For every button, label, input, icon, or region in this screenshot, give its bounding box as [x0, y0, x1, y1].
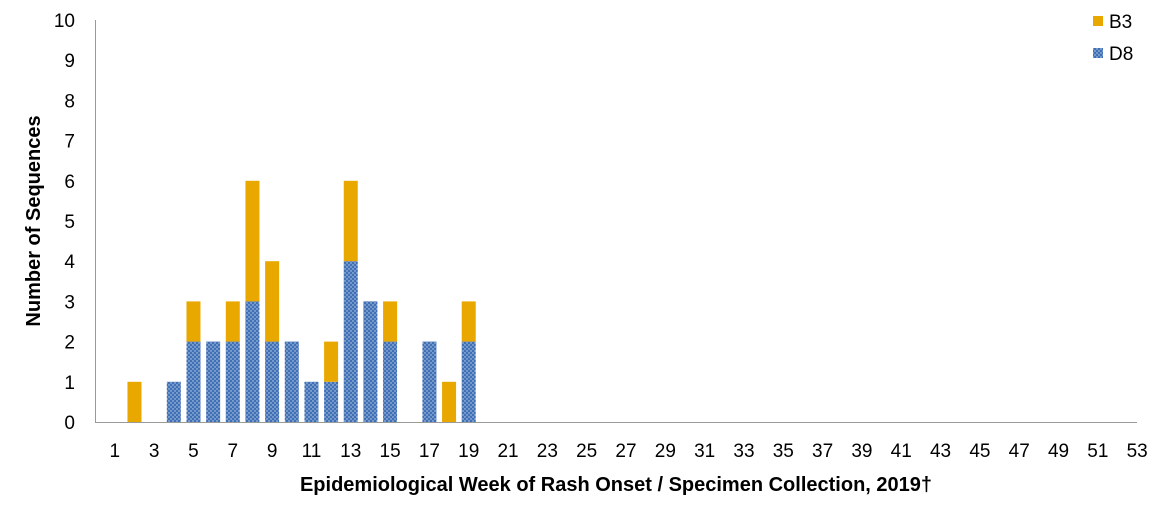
x-tick-label: 21 [497, 441, 518, 462]
y-tick-label: 2 [64, 333, 75, 354]
bar-d8-week-14 [363, 301, 378, 422]
y-tick-label: 6 [64, 172, 75, 193]
bar-d8-week-6 [206, 341, 221, 422]
bar-b3-week-19 [461, 301, 476, 342]
x-tick-label: 17 [419, 441, 440, 462]
bar-b3-week-12 [324, 341, 339, 382]
x-tick-label: 49 [1048, 441, 1069, 462]
x-tick-label: 31 [694, 441, 715, 462]
y-tick-labels: 0 1 2 3 4 5 6 7 8 9 10 [54, 11, 76, 434]
x-tick-labels: 1 3 5 7 9 11 13 15 17 19 21 23 25 27 29 31 33 35 37 39 41 43 4… [110, 441, 1148, 462]
bar-b3-week-9 [265, 261, 280, 342]
bar-b3-week-18 [442, 381, 457, 422]
x-tick-label: 37 [812, 441, 833, 462]
y-tick-label: 8 [64, 91, 75, 112]
x-tick-label: 1 [110, 441, 121, 462]
bars-group [127, 180, 476, 422]
x-axis-title: Epidemiological Week of Rash Onset / Spe… [300, 474, 932, 496]
x-tick-label: 45 [969, 441, 990, 462]
bar-b3-week-15 [383, 301, 398, 342]
bar-b3-week-13 [343, 180, 358, 262]
x-tick-label: 23 [537, 441, 558, 462]
x-tick-label: 5 [188, 441, 199, 462]
x-tick-label: 25 [576, 441, 597, 462]
bar-d8-week-11 [304, 381, 319, 422]
y-tick-label: 0 [64, 413, 75, 434]
bar-d8-week-4 [166, 381, 181, 422]
x-tick-label: 33 [733, 441, 754, 462]
y-tick-label: 10 [54, 11, 75, 32]
legend-swatch-d8 [1093, 48, 1103, 58]
bar-b3-week-2 [127, 381, 142, 422]
x-tick-label: 43 [930, 441, 951, 462]
bar-b3-week-8 [245, 180, 260, 302]
legend-label-d8: D8 [1109, 44, 1133, 65]
bar-d8-week-5 [186, 341, 201, 422]
bar-b3-week-5 [186, 301, 201, 342]
x-tick-label: 53 [1127, 441, 1148, 462]
bar-d8-week-8 [245, 301, 260, 422]
x-tick-label: 29 [655, 441, 676, 462]
y-tick-label: 5 [64, 212, 75, 233]
legend: B3 D8 [1093, 12, 1133, 65]
x-tick-label: 13 [340, 441, 361, 462]
y-axis-title: Number of Sequences [23, 115, 45, 326]
bar-d8-week-17 [422, 341, 437, 422]
legend-swatch-b3 [1093, 16, 1103, 26]
x-tick-label: 39 [851, 441, 872, 462]
bar-d8-week-15 [383, 341, 398, 422]
x-tick-label: 35 [773, 441, 794, 462]
bar-d8-week-9 [265, 341, 280, 422]
bar-b3-week-7 [225, 301, 240, 342]
y-tick-label: 7 [64, 132, 75, 153]
bar-d8-week-19 [461, 341, 476, 422]
x-tick-label: 19 [458, 441, 479, 462]
legend-label-b3: B3 [1109, 12, 1132, 33]
y-tick-label: 9 [64, 51, 75, 72]
x-tick-label: 15 [380, 441, 401, 462]
bar-d8-week-10 [284, 341, 299, 422]
bar-d8-week-12 [324, 381, 339, 422]
x-tick-label: 27 [615, 441, 636, 462]
x-tick-label: 41 [891, 441, 912, 462]
x-tick-label: 51 [1087, 441, 1108, 462]
x-tick-label: 47 [1009, 441, 1030, 462]
y-tick-label: 4 [64, 252, 75, 273]
y-tick-label: 3 [64, 292, 75, 313]
y-tick-label: 1 [64, 373, 75, 394]
x-tick-label: 3 [149, 441, 160, 462]
bar-d8-week-7 [225, 341, 240, 422]
x-tick-label: 7 [228, 441, 239, 462]
x-tick-label: 9 [267, 441, 278, 462]
x-tick-label: 11 [302, 441, 322, 462]
bar-d8-week-13 [343, 261, 358, 422]
